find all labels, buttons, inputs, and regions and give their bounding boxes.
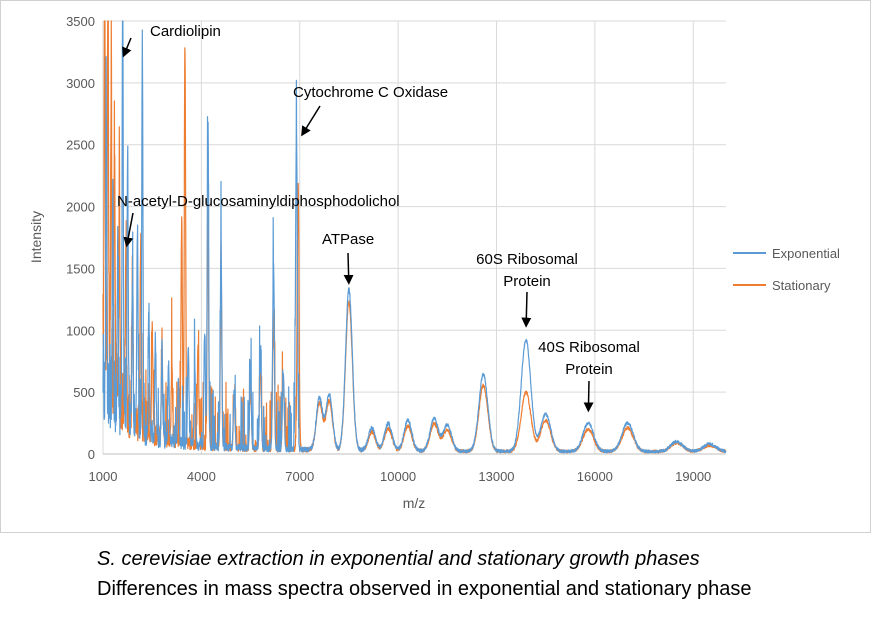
legend: Exponential Stationary xyxy=(733,246,840,293)
caption-title: S. cerevisiae extraction in exponential … xyxy=(97,548,700,570)
annotation-arrow-ribo60 xyxy=(521,291,532,328)
annotation-text-line: Protein xyxy=(503,273,551,290)
y-axis-title: Intensity xyxy=(28,211,44,263)
y-tick-label: 1500 xyxy=(66,261,95,276)
spectrum-chart: 0 500 1000 1500 2000 2500 3000 3500 1000 4000 7000… xyxy=(28,14,840,511)
annotation-label-cardiolipin: Cardiolipin xyxy=(150,23,221,40)
annotation-text-line: N-acetyl-D-glucosaminyldiphosphodolichol xyxy=(117,193,400,210)
annotation-arrow-ribo40 xyxy=(583,380,594,413)
annotation-text-line: Cytochrome C Oxidase xyxy=(293,84,448,101)
annotation-label-atpase: ATPase xyxy=(322,231,374,248)
y-tick-label: 2500 xyxy=(66,138,95,153)
annotation-label-ribo60: 60S Ribosomal Protein xyxy=(476,251,578,290)
y-tick-label: 1000 xyxy=(66,323,95,338)
axes: 0 500 1000 1500 2000 2500 3000 3500 1000 4000 7000… xyxy=(66,14,726,484)
caption-subtitle: Differences in mass spectra observed in … xyxy=(97,578,752,600)
x-axis-title: m/z xyxy=(403,495,426,511)
x-tick-label: 13000 xyxy=(478,469,514,484)
legend-label-stationary: Stationary xyxy=(772,278,831,293)
x-tick-label: 16000 xyxy=(577,469,613,484)
annotation-label-cytochrome: Cytochrome C Oxidase xyxy=(293,84,448,101)
x-tick-label: 4000 xyxy=(187,469,216,484)
annotation-label-nacetyl: N-acetyl-D-glucosaminyldiphosphodolichol xyxy=(117,193,400,210)
annotation-arrow-nacetyl xyxy=(123,212,134,248)
annotation-text-line: 40S Ribosomal xyxy=(538,339,640,356)
annotation-label-ribo40: 40S Ribosomal Protein xyxy=(538,339,640,378)
annotations: Cardiolipin Cytochrome C Oxidase N-acetyl-… xyxy=(117,23,640,413)
x-tick-label: 19000 xyxy=(675,469,711,484)
annotation-arrow-atpase xyxy=(343,252,354,285)
y-tick-label: 500 xyxy=(73,385,95,400)
series-line-exponential xyxy=(102,20,727,454)
y-tick-label: 3500 xyxy=(66,14,95,29)
annotation-text-line: Cardiolipin xyxy=(150,23,221,40)
annotation-text-line: 60S Ribosomal xyxy=(476,251,578,268)
annotation-text-line: Protein xyxy=(565,361,613,378)
annotation-arrow-cytochrome xyxy=(301,105,321,137)
x-tick-label: 10000 xyxy=(380,469,416,484)
x-tick-label: 1000 xyxy=(89,469,118,484)
y-tick-label: 0 xyxy=(88,447,95,462)
y-tick-label: 3000 xyxy=(66,76,95,91)
annotation-text-line: ATPase xyxy=(322,231,374,248)
series-lines xyxy=(102,20,727,454)
x-tick-label: 7000 xyxy=(285,469,314,484)
legend-label-exponential: Exponential xyxy=(772,246,840,261)
y-tick-label: 2000 xyxy=(66,200,95,215)
annotation-arrow-cardiolipin xyxy=(122,37,132,58)
